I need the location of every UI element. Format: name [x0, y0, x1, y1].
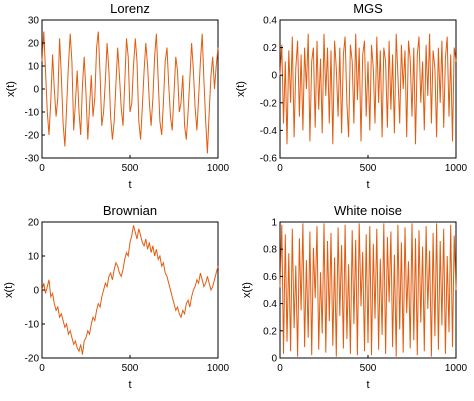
x-tick-label: 0	[277, 163, 283, 174]
panel-title: MGS	[353, 1, 383, 16]
x-tick-label: 500	[360, 163, 377, 174]
y-tick-label: -0.2	[260, 98, 278, 109]
y-tick-label: 0.8	[263, 245, 277, 256]
panel-mgs: MGS -0.6 -0.4 -0.2 0 0.2 0.4 0 500 1000 t x(t)	[235, 1, 468, 191]
y-axis-label: x(t)	[3, 282, 15, 298]
y-axis-label: x(t)	[235, 81, 247, 97]
y-tick-label: 0.6	[263, 272, 277, 283]
y-tick-label: 1	[271, 218, 277, 229]
y-tick-label: -10	[25, 320, 40, 331]
y-tick-label: 30	[28, 16, 40, 27]
x-tick-label: 1000	[207, 163, 230, 174]
x-tick-label: 1000	[445, 363, 468, 374]
y-tick-label: 0.4	[263, 299, 277, 310]
y-tick-label: 20	[28, 218, 40, 229]
y-tick-label: 10	[28, 252, 40, 263]
y-tick-label: -30	[25, 154, 40, 165]
x-tick-label: 0	[277, 363, 283, 374]
x-tick-label: 500	[122, 363, 139, 374]
y-axis-label: x(t)	[241, 282, 253, 298]
y-tick-label: 0.4	[263, 16, 277, 27]
y-tick-label: 10	[28, 62, 40, 73]
plot-frame	[41, 19, 219, 159]
panel-brownian: Brownian -20 -10 0 10 20 0 500 1000 t x(t)	[3, 203, 230, 391]
y-tick-label: 0	[271, 354, 277, 365]
panel-title: Lorenz	[110, 1, 150, 16]
y-tick-label: 0.2	[263, 326, 277, 337]
y-tick-label: -0.6	[260, 154, 278, 165]
series-line	[41, 31, 219, 154]
x-tick-label: 0	[39, 363, 45, 374]
y-tick-label: -0.4	[260, 126, 278, 137]
panel-title: Brownian	[103, 203, 157, 218]
x-tick-label: 500	[360, 363, 377, 374]
x-axis-label: t	[128, 179, 131, 191]
y-tick-label: 0	[33, 286, 39, 297]
y-tick-label: 0	[33, 85, 39, 96]
series-line	[41, 225, 219, 355]
series-line	[279, 33, 457, 145]
panel-title: White noise	[334, 203, 402, 218]
x-axis-label: t	[128, 379, 131, 391]
panel-white-noise: White noise 0 0.2 0.4 0.6 0.8 1 0 500 1000 t x(…	[241, 203, 468, 391]
x-axis-label: t	[366, 179, 369, 191]
x-tick-label: 500	[122, 163, 139, 174]
x-tick-label: 1000	[207, 363, 230, 374]
y-tick-label: 0.2	[263, 43, 277, 54]
series-line	[279, 223, 457, 357]
y-axis-label: x(t)	[5, 81, 17, 97]
x-tick-label: 0	[39, 163, 45, 174]
y-tick-label: -20	[25, 354, 40, 365]
y-tick-label: 20	[28, 39, 40, 50]
panel-lorenz: Lorenz -30 -20 -10 0 10 20 30 0 500 1000 t x(t)	[5, 1, 230, 191]
y-tick-label: -10	[25, 108, 40, 119]
y-tick-label: -20	[25, 131, 40, 142]
x-axis-label: t	[366, 379, 369, 391]
y-tick-label: 0	[271, 71, 277, 82]
x-tick-label: 1000	[445, 163, 468, 174]
